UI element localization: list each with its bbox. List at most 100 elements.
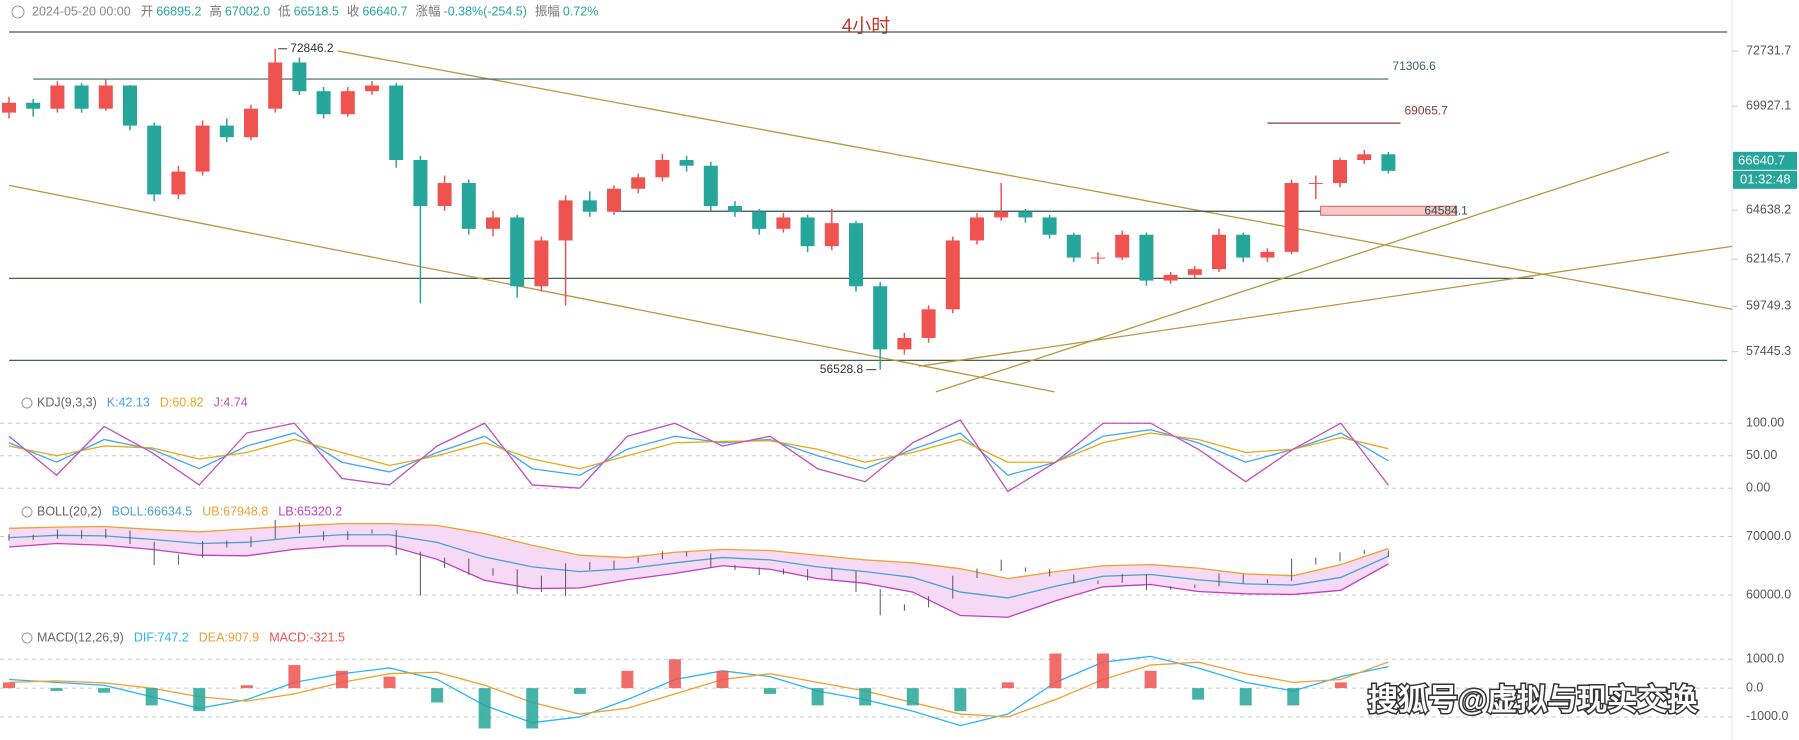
y-tick-label: 1000.0 <box>1746 652 1784 666</box>
y-tick-label: 59749.3 <box>1746 299 1791 313</box>
candle-body <box>1163 274 1178 281</box>
histogram-bar <box>478 688 491 729</box>
candle-body <box>171 171 186 195</box>
histogram-bar <box>98 688 111 693</box>
indicator-line <box>8 432 1389 470</box>
candle-body <box>1139 234 1154 281</box>
candle-body <box>800 217 815 247</box>
last-price: 66640.7 <box>1738 152 1785 167</box>
candle-body <box>413 160 428 207</box>
annotation-label: 72846.2 <box>290 41 334 55</box>
candle-body <box>292 62 307 92</box>
header-value: 66518.5 <box>294 4 339 18</box>
band-fill <box>9 523 1389 618</box>
candle-body <box>486 217 500 229</box>
candle-body <box>1115 234 1130 258</box>
level-label: 71306.6 <box>1392 59 1436 73</box>
candle-body <box>994 211 1009 218</box>
candle-body <box>970 217 984 241</box>
candle-body <box>98 85 113 109</box>
candle-body <box>1018 211 1033 218</box>
candle-body <box>365 85 379 92</box>
candle-body <box>389 85 404 161</box>
candle-body <box>776 217 791 229</box>
panel-title: KDJ(9,3,3) <box>37 395 97 409</box>
candle-body <box>921 309 936 338</box>
panel-title: MACD(12,26,9) <box>37 630 124 644</box>
countdown: 01:32:48 <box>1740 171 1791 186</box>
legend-entry: DEA:907.9 <box>199 630 260 644</box>
indicator-line <box>8 419 1389 493</box>
candle-body <box>679 160 694 166</box>
histogram-bar <box>3 682 15 689</box>
histogram-bar <box>859 688 872 706</box>
candle-body <box>195 125 210 172</box>
candle-body <box>50 85 65 109</box>
collapse-icon[interactable] <box>11 5 25 19</box>
candle-body <box>631 177 646 189</box>
histogram-bar <box>1239 688 1252 706</box>
histogram-bar <box>145 688 158 706</box>
candle-body <box>703 165 718 207</box>
histogram-bar <box>906 688 919 706</box>
legend-entry: BOLL:66634.5 <box>112 504 193 518</box>
candle-body <box>510 217 525 287</box>
histogram-bar <box>1334 682 1347 689</box>
legend-entry: DIF:747.2 <box>134 630 189 644</box>
candle-body <box>2 102 16 113</box>
histogram-bar <box>526 688 539 729</box>
candle-body <box>1308 183 1323 185</box>
indicator-line <box>8 655 1389 727</box>
header-value: 0.72% <box>563 4 598 18</box>
histogram-bar <box>1001 682 1014 689</box>
candle-body <box>1260 251 1275 258</box>
histogram-bar <box>668 659 681 689</box>
header-value: 67002.0 <box>225 4 270 18</box>
candle-body <box>1236 234 1251 258</box>
histogram-bar <box>1097 653 1110 689</box>
y-tick-label: 70000.0 <box>1746 529 1791 543</box>
header-date: 2024-05-20 00:00 <box>32 4 131 18</box>
candle-body <box>1333 160 1347 184</box>
y-tick-label: 57445.3 <box>1746 344 1791 358</box>
countdown-box <box>1733 170 1797 189</box>
candle-body <box>74 85 89 109</box>
header-label: 涨幅 <box>416 3 441 18</box>
candle-body <box>607 188 621 212</box>
candle-body <box>873 286 888 350</box>
candle-body <box>824 223 839 247</box>
legend-entry: LB:65320.2 <box>278 504 342 518</box>
histogram-bar <box>1287 688 1300 706</box>
histogram-bar <box>288 665 301 689</box>
y-tick-label: 60000.0 <box>1746 587 1791 601</box>
indicator-line <box>8 522 1389 580</box>
y-tick-label: 69927.1 <box>1746 98 1791 112</box>
candle-body <box>1066 234 1081 258</box>
histogram-bar <box>573 688 586 694</box>
candle-body <box>1042 217 1057 235</box>
candle-body <box>1212 234 1226 270</box>
histogram-bar <box>50 688 63 691</box>
candle-body <box>1284 183 1299 252</box>
legend-entry: K:42.13 <box>107 395 150 409</box>
candle-body <box>752 211 767 229</box>
candle-body <box>1187 269 1202 275</box>
y-tick-label: 100.00 <box>1746 416 1784 430</box>
chart-title: 4小时 <box>842 15 891 37</box>
candle-body <box>461 183 476 229</box>
header-label: 高 <box>209 3 222 18</box>
histogram-bar <box>1192 688 1205 700</box>
last-price-box <box>1733 151 1797 170</box>
trend-line <box>918 245 1733 367</box>
header-value: 66895.2 <box>156 4 201 18</box>
header-label: 振幅 <box>535 3 560 18</box>
candle-body <box>945 240 960 310</box>
candle-body <box>147 125 162 195</box>
histogram-bar <box>811 688 824 706</box>
indicator-line <box>8 542 1389 618</box>
candle-body <box>728 206 742 212</box>
panel-icon <box>21 632 33 644</box>
histogram-bar <box>383 676 396 689</box>
candle-body <box>582 200 597 212</box>
legend-entry: MACD:-321.5 <box>269 630 345 644</box>
